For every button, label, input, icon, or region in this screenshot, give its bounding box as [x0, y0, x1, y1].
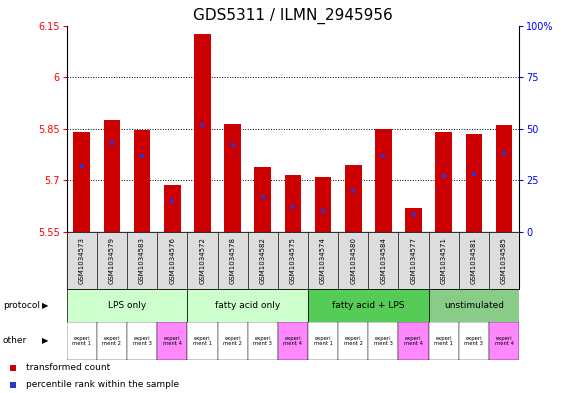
Bar — [368, 232, 398, 289]
Bar — [67, 232, 97, 289]
Text: GSM1034571: GSM1034571 — [441, 237, 447, 284]
Bar — [368, 322, 398, 360]
Bar — [164, 185, 180, 232]
Text: experi
ment 1: experi ment 1 — [193, 336, 212, 346]
Text: experi
ment 3: experi ment 3 — [465, 336, 483, 346]
Bar — [315, 177, 331, 232]
Bar — [104, 120, 120, 232]
Bar — [398, 322, 429, 360]
Text: protocol: protocol — [3, 301, 40, 310]
Bar — [285, 175, 301, 232]
Bar — [496, 125, 512, 232]
Bar — [194, 34, 211, 232]
Text: experi
ment 1: experi ment 1 — [434, 336, 453, 346]
Bar — [466, 134, 482, 232]
Bar — [157, 232, 187, 289]
Text: ▶: ▶ — [42, 301, 49, 310]
Bar — [489, 232, 519, 289]
Bar — [224, 123, 241, 232]
Bar — [308, 322, 338, 360]
Bar — [127, 322, 157, 360]
Bar — [97, 232, 127, 289]
Text: unstimulated: unstimulated — [444, 301, 504, 310]
Text: experi
ment 1: experi ment 1 — [314, 336, 332, 346]
Text: percentile rank within the sample: percentile rank within the sample — [26, 380, 179, 389]
Text: GSM1034581: GSM1034581 — [471, 237, 477, 284]
Text: experi
ment 2: experi ment 2 — [223, 336, 242, 346]
Bar — [375, 129, 392, 232]
Text: GSM1034572: GSM1034572 — [200, 237, 205, 284]
Bar — [278, 322, 308, 360]
Text: experi
ment 4: experi ment 4 — [163, 336, 182, 346]
Bar — [489, 322, 519, 360]
Bar — [67, 289, 187, 322]
Text: experi
ment 2: experi ment 2 — [103, 336, 121, 346]
Title: GDS5311 / ILMN_2945956: GDS5311 / ILMN_2945956 — [193, 8, 393, 24]
Text: GSM1034573: GSM1034573 — [79, 237, 85, 284]
Text: GSM1034580: GSM1034580 — [350, 237, 356, 284]
Bar — [248, 232, 278, 289]
Text: transformed count: transformed count — [26, 364, 110, 373]
Text: GSM1034576: GSM1034576 — [169, 237, 175, 284]
Bar — [459, 232, 489, 289]
Text: GSM1034574: GSM1034574 — [320, 237, 326, 284]
Text: GSM1034585: GSM1034585 — [501, 237, 507, 284]
Text: experi
ment 3: experi ment 3 — [374, 336, 393, 346]
Bar — [398, 232, 429, 289]
Text: GSM1034577: GSM1034577 — [411, 237, 416, 284]
Bar — [187, 322, 218, 360]
Bar — [255, 167, 271, 232]
Bar — [187, 289, 308, 322]
Bar — [308, 289, 429, 322]
Text: GSM1034575: GSM1034575 — [290, 237, 296, 284]
Text: fatty acid + LPS: fatty acid + LPS — [332, 301, 404, 310]
Text: GSM1034584: GSM1034584 — [380, 237, 386, 284]
Bar — [218, 232, 248, 289]
Text: experi
ment 4: experi ment 4 — [495, 336, 513, 346]
Text: GSM1034582: GSM1034582 — [260, 237, 266, 284]
Text: GSM1034578: GSM1034578 — [230, 237, 235, 284]
Text: experi
ment 4: experi ment 4 — [284, 336, 302, 346]
Text: experi
ment 3: experi ment 3 — [253, 336, 272, 346]
Bar — [248, 322, 278, 360]
Text: GSM1034583: GSM1034583 — [139, 237, 145, 284]
Bar — [97, 322, 127, 360]
Bar — [67, 322, 97, 360]
Bar — [436, 132, 452, 232]
Bar — [187, 232, 218, 289]
Text: experi
ment 3: experi ment 3 — [133, 336, 151, 346]
Text: other: other — [3, 336, 27, 345]
Bar — [429, 322, 459, 360]
Text: GSM1034579: GSM1034579 — [109, 237, 115, 284]
Bar — [345, 165, 361, 232]
Bar — [338, 322, 368, 360]
Bar — [134, 130, 150, 232]
Text: ▶: ▶ — [42, 336, 49, 345]
Bar — [127, 232, 157, 289]
Text: LPS only: LPS only — [108, 301, 146, 310]
Text: experi
ment 2: experi ment 2 — [344, 336, 362, 346]
Bar — [459, 322, 489, 360]
Bar — [308, 232, 338, 289]
Bar — [74, 132, 90, 232]
Bar — [405, 208, 422, 232]
Bar — [429, 289, 519, 322]
Text: fatty acid only: fatty acid only — [215, 301, 280, 310]
Bar — [429, 232, 459, 289]
Bar — [218, 322, 248, 360]
Bar — [157, 322, 187, 360]
Bar — [338, 232, 368, 289]
Text: experi
ment 1: experi ment 1 — [72, 336, 91, 346]
Bar — [278, 232, 308, 289]
Text: experi
ment 4: experi ment 4 — [404, 336, 423, 346]
